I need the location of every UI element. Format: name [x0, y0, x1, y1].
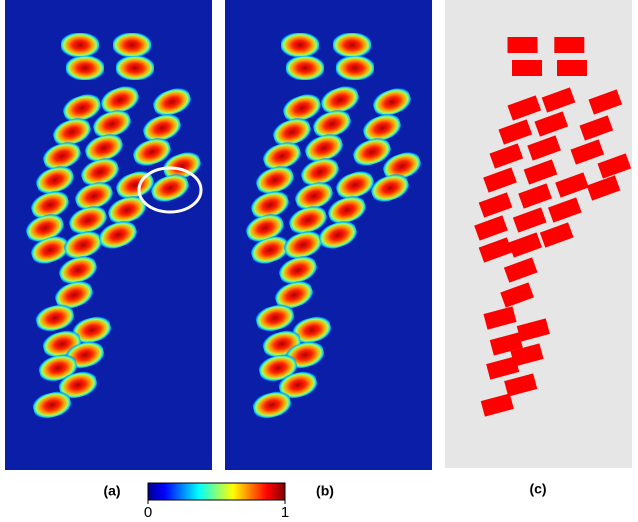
- colorbar-tick-label: 0: [144, 504, 152, 521]
- building-heat: [66, 56, 104, 80]
- panel-label: (c): [529, 481, 546, 497]
- building-heat: [336, 56, 374, 80]
- figure: (a) (b) (c) 0 1: [0, 0, 638, 522]
- building-heat: [113, 33, 151, 57]
- building-mask: [557, 60, 587, 76]
- building-mask: [512, 60, 542, 76]
- panel-label: (b): [316, 483, 334, 499]
- building-heat: [286, 56, 324, 80]
- building-heat: [281, 33, 319, 57]
- panel-label: (a): [103, 483, 120, 499]
- colorbar-tick-label: 1: [281, 504, 289, 521]
- building-heat: [116, 56, 154, 80]
- colorbar: [148, 483, 285, 500]
- building-heat: [333, 33, 371, 57]
- building-mask: [554, 37, 584, 53]
- building-heat: [61, 33, 99, 57]
- building-mask: [508, 37, 538, 53]
